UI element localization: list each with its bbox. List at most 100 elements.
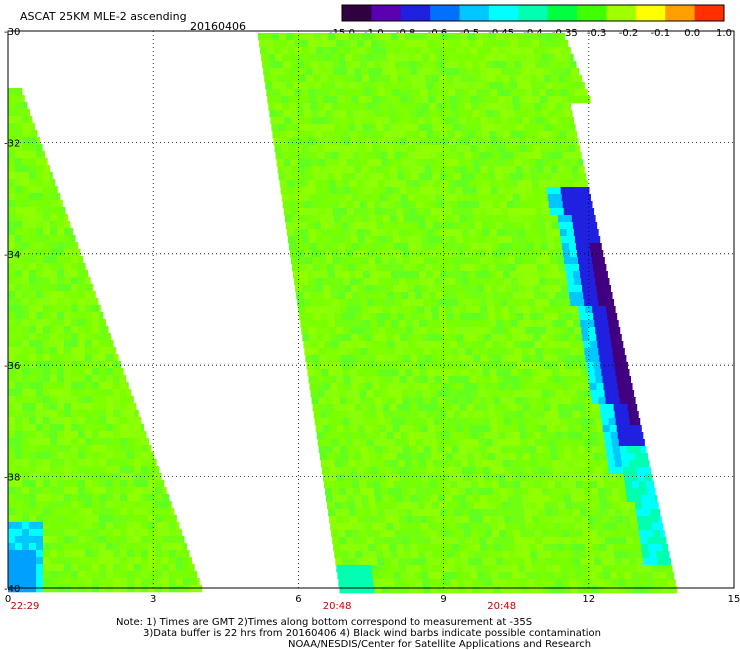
data-cell xyxy=(64,438,72,446)
data-cell xyxy=(15,354,23,362)
data-cell xyxy=(36,221,44,229)
data-cell xyxy=(162,508,170,516)
data-cell xyxy=(120,459,128,467)
data-cell xyxy=(523,411,531,419)
data-cell xyxy=(532,138,540,146)
data-cell xyxy=(518,516,526,524)
data-cell xyxy=(50,396,58,404)
data-cell xyxy=(347,355,355,363)
colorbar-segment xyxy=(488,5,519,21)
data-cell xyxy=(611,439,620,447)
data-cell xyxy=(316,96,324,104)
data-cell xyxy=(539,278,547,286)
data-cell xyxy=(592,355,600,363)
data-cell xyxy=(499,390,507,398)
data-cell xyxy=(553,516,561,524)
data-cell xyxy=(416,348,424,356)
data-cell xyxy=(427,516,435,524)
data-cell xyxy=(29,123,35,131)
data-cell xyxy=(264,75,272,83)
data-cell xyxy=(549,397,557,405)
data-cell xyxy=(393,383,401,391)
data-cell xyxy=(351,47,359,55)
data-cell xyxy=(397,222,406,230)
data-cell xyxy=(99,529,107,537)
data-cell xyxy=(127,571,135,579)
data-cell xyxy=(463,47,471,55)
data-cell xyxy=(71,270,79,278)
data-cell xyxy=(508,544,516,552)
data-cell xyxy=(609,565,617,573)
data-cell xyxy=(559,320,567,328)
data-cell xyxy=(267,96,275,104)
data-cell xyxy=(176,578,184,586)
data-cell xyxy=(391,82,399,90)
data-cell xyxy=(155,571,163,579)
data-cell xyxy=(399,89,407,97)
data-cell xyxy=(328,131,336,139)
data-cell xyxy=(155,543,163,551)
data-cell xyxy=(358,47,366,55)
data-cell xyxy=(466,166,474,174)
data-cell xyxy=(467,75,475,83)
data-cell xyxy=(557,453,566,461)
data-cell xyxy=(446,411,454,419)
data-cell xyxy=(501,495,509,503)
data-cell xyxy=(486,61,494,69)
data-cell xyxy=(457,579,465,587)
data-cell xyxy=(344,96,352,104)
data-cell xyxy=(430,397,438,405)
data-cell xyxy=(64,550,72,558)
data-cell xyxy=(511,565,519,573)
data-cell xyxy=(400,285,408,293)
data-cell xyxy=(270,117,278,125)
data-cell xyxy=(57,305,65,313)
data-cell xyxy=(452,68,460,76)
data-cell xyxy=(330,194,339,202)
data-cell xyxy=(15,242,23,250)
data-cell xyxy=(595,236,601,244)
data-cell xyxy=(500,348,508,356)
data-cell xyxy=(452,355,460,363)
data-cell xyxy=(538,558,546,566)
data-cell xyxy=(320,75,328,83)
data-cell xyxy=(488,551,496,559)
data-cell xyxy=(499,54,507,62)
data-cell xyxy=(469,138,477,146)
data-cell xyxy=(530,460,539,468)
data-cell xyxy=(631,432,640,440)
data-cell xyxy=(459,306,467,314)
data-cell xyxy=(78,375,86,383)
data-cell xyxy=(430,208,439,216)
data-cell xyxy=(22,508,30,516)
data-cell xyxy=(71,263,79,271)
data-cell xyxy=(364,516,372,524)
data-cell xyxy=(92,585,100,593)
data-cell xyxy=(36,501,44,509)
data-cell xyxy=(8,431,16,439)
data-cell xyxy=(574,565,582,573)
data-cell xyxy=(597,579,605,587)
data-cell xyxy=(78,347,86,355)
data-cell xyxy=(383,264,391,272)
data-cell xyxy=(162,536,170,544)
data-cell xyxy=(22,179,30,187)
data-cell xyxy=(387,439,396,447)
data-cell xyxy=(386,334,394,342)
data-cell xyxy=(183,543,188,551)
data-cell xyxy=(458,61,466,69)
data-cell xyxy=(408,488,417,496)
data-cell xyxy=(286,131,294,139)
data-cell xyxy=(401,103,409,111)
data-cell xyxy=(349,229,358,237)
data-cell xyxy=(590,579,598,587)
data-cell xyxy=(491,96,499,104)
data-cell xyxy=(547,432,556,440)
data-cell xyxy=(315,236,324,244)
data-cell xyxy=(478,292,486,300)
data-cell xyxy=(50,207,58,215)
data-cell xyxy=(444,586,452,594)
data-cell xyxy=(371,376,379,384)
data-cell xyxy=(71,298,79,306)
data-cell xyxy=(582,285,590,293)
